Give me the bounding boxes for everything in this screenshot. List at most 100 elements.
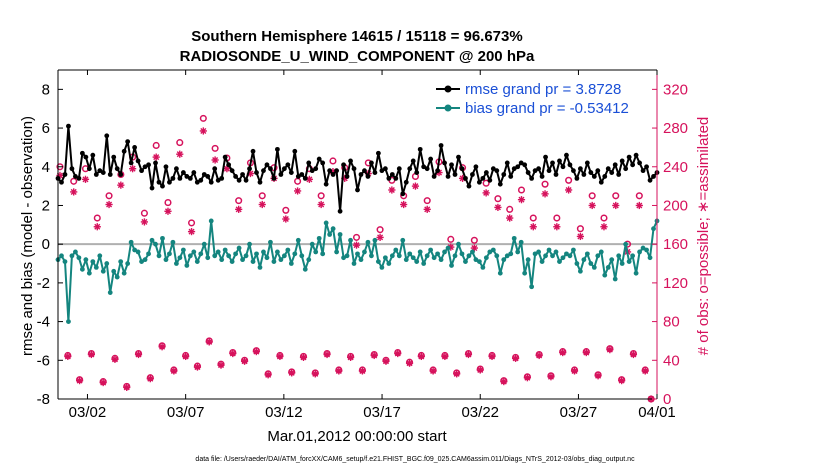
bias-point: [355, 251, 360, 257]
rmse-point: [476, 179, 482, 185]
y-tick-label-left: -4: [37, 314, 50, 331]
rmse-point: [180, 170, 186, 175]
rmse-point: [62, 172, 68, 177]
obs-assimilated-marker: [582, 348, 590, 357]
legend: rmse grand pr = 3.8728 bias grand pr = -…: [432, 78, 650, 117]
bias-point: [414, 259, 420, 264]
bias-point: [375, 259, 381, 264]
rmse-point: [100, 170, 106, 175]
obs-possible-marker: [447, 235, 455, 243]
rmse-point: [323, 181, 329, 187]
obs-assimilated-stroke: [70, 188, 77, 195]
obs-assimilated-marker: [170, 367, 178, 375]
rmse-point: [139, 168, 144, 174]
rmse-point: [386, 175, 392, 181]
obs-assimilated-stroke: [394, 350, 401, 357]
rmse-point: [254, 170, 259, 175]
bias-point: [602, 272, 608, 278]
bias-point: [208, 218, 214, 224]
bias-point: [362, 249, 367, 255]
bias-point: [337, 232, 343, 237]
rmse-point: [372, 170, 378, 175]
obs-assimilated-stroke: [182, 353, 189, 360]
bias-point: [243, 253, 249, 259]
bias-point: [515, 249, 521, 255]
bias-point: [125, 261, 131, 266]
rmse-point: [424, 166, 430, 172]
rmse-point: [396, 166, 402, 172]
rmse-point: [623, 166, 629, 172]
obs-possible-marker: [541, 180, 549, 188]
obs-assimilated-stroke: [577, 233, 584, 240]
y-tick-label-right: 320: [663, 81, 688, 98]
bias-point: [619, 261, 625, 266]
bias-point: [410, 255, 416, 261]
rmse-point: [257, 179, 263, 185]
bias-point: [264, 255, 270, 261]
bias-point: [268, 239, 273, 245]
rmse-point: [403, 179, 409, 185]
rmse-point: [560, 164, 566, 170]
bias-point: [452, 253, 458, 259]
y-tick-label-left: 2: [42, 197, 50, 214]
bias-point: [581, 257, 587, 263]
rmse-point: [574, 175, 580, 181]
obs-assimilated-stroke: [618, 377, 625, 384]
bias-point: [76, 255, 82, 261]
rmse-point: [344, 174, 350, 179]
obs-assimilated-marker: [464, 350, 473, 359]
bias-point: [386, 261, 392, 266]
obs-assimilated-stroke: [406, 360, 413, 367]
rmse-point: [302, 175, 308, 181]
bias-point: [114, 274, 120, 280]
obs-assimilated-marker: [576, 232, 585, 241]
bias-point: [525, 257, 531, 263]
bias-point: [285, 247, 291, 253]
obs-assimilated-stroke: [536, 352, 543, 359]
bias-point: [278, 257, 284, 263]
bias-point: [407, 251, 413, 257]
rmse-point: [567, 162, 573, 168]
bias-point: [309, 241, 315, 247]
bias-point: [180, 247, 186, 253]
rmse-point: [278, 172, 284, 177]
obs-assimilated-marker: [264, 371, 272, 379]
obs-assimilated-stroke: [324, 351, 331, 358]
obs-possible-marker: [423, 197, 431, 205]
obs-possible-marker: [152, 141, 160, 150]
y-tick-label-left: 6: [42, 120, 50, 137]
rmse-point: [114, 166, 120, 172]
rmse-point: [651, 174, 656, 179]
y-tick-label-right: 0: [663, 391, 671, 408]
rmse-point: [369, 160, 374, 166]
obs-assimilated-stroke: [94, 223, 101, 230]
rmse-point: [407, 166, 413, 172]
bias-point: [382, 255, 388, 261]
bias-point: [261, 249, 266, 255]
bias-point: [557, 259, 562, 264]
obs-assimilated-stroke: [288, 369, 295, 376]
obs-assimilated-stroke: [441, 353, 448, 360]
obs-possible-marker: [565, 176, 573, 184]
rmse-point: [577, 166, 583, 172]
obs-assimilated-stroke: [217, 362, 225, 369]
obs-assimilated-marker: [370, 351, 378, 360]
obs-assimilated-stroke: [412, 183, 419, 190]
bias-point: [424, 253, 430, 259]
bias-point: [330, 226, 336, 232]
bias-point: [327, 232, 333, 237]
rmse-point: [66, 123, 71, 129]
rmse-point: [313, 166, 319, 172]
obs-assimilated-stroke: [229, 350, 236, 357]
obs-assimilated-stroke: [418, 353, 425, 360]
bias-point: [222, 247, 228, 253]
rmse-point: [275, 146, 280, 152]
rmse-point: [316, 156, 322, 162]
obs-assimilated-marker: [123, 383, 131, 391]
obs-possible-marker: [376, 226, 384, 234]
obs-possible-marker: [506, 205, 514, 213]
obs-assimilated-stroke: [377, 234, 384, 241]
rmse-point: [76, 175, 82, 181]
obs-assimilated-marker: [176, 150, 184, 158]
obs-assimilated-stroke: [141, 218, 148, 225]
